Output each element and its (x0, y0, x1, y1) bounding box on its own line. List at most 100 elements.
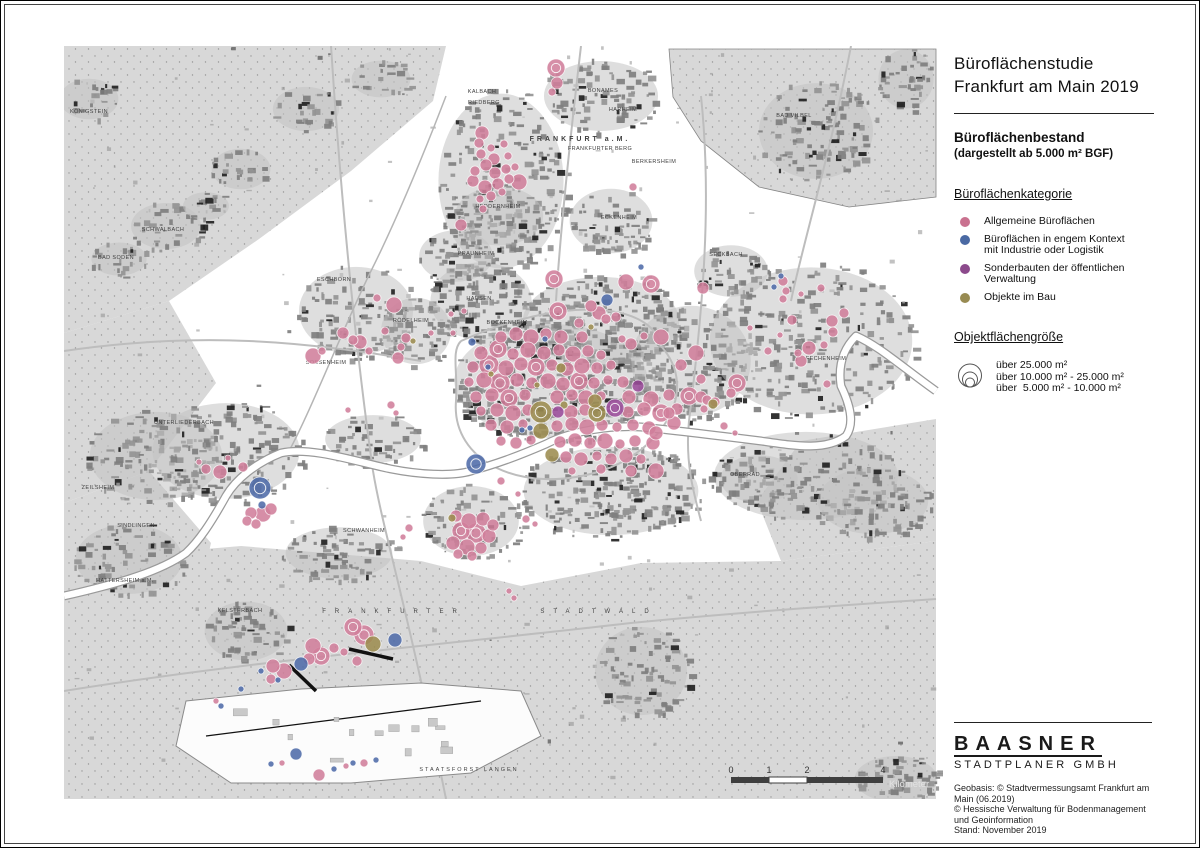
office-bubble-p (452, 548, 464, 560)
office-bubble-p (822, 379, 832, 389)
office-bubble-p (519, 341, 537, 359)
title-line1: Büroflächenstudie (954, 54, 1094, 73)
map-credits: Geobasis: © Stadtvermessungsamt Frankfur… (954, 783, 1159, 836)
office-bubble-p (565, 388, 579, 402)
office-bubble-o (587, 323, 595, 331)
office-bubble-p (499, 419, 515, 435)
office-bubble-p (473, 345, 489, 361)
map-place-label: HEDDERNHEIM (475, 204, 520, 210)
office-bubble-b (467, 337, 477, 347)
map-place-label: BONAMES (588, 88, 618, 94)
office-bubble-p (525, 434, 537, 446)
map-place-label: BAD VILBEL (776, 113, 812, 119)
office-bubble-p (573, 357, 591, 375)
office-bubble-p (386, 400, 396, 410)
office-bubble-b (518, 426, 526, 434)
map-place-label: SECKBACH (709, 252, 742, 258)
office-bubble-p (617, 334, 627, 344)
office-bubble-p (486, 143, 496, 153)
office-bubble-p (447, 310, 455, 318)
office-bubble-p (553, 329, 569, 345)
bestand-subtitle: (dargestellt ab 5.000 m² BGF) (954, 148, 1114, 160)
legend-panel: Büroflächenstudie Frankfurt am Main 2019… (954, 46, 1166, 835)
office-bubble-p (604, 452, 618, 466)
office-bubble-p (478, 204, 488, 214)
office-bubble-o (544, 447, 560, 463)
office-bubble-p (583, 436, 597, 450)
map-place-label: UNTERLIEDERBACH (154, 420, 214, 426)
office-bubble-p (497, 187, 507, 197)
office-bubble-b (770, 283, 778, 291)
office-bubble-p (503, 173, 515, 185)
map-svg: KÖNIGSTEIN SCHWALBACH BAD SODEN ESCHBORN KAL… (64, 46, 943, 799)
office-bubble-p (539, 372, 557, 390)
office-bubble-p (200, 463, 212, 475)
office-bubble-p (567, 466, 577, 476)
office-bubble-p (595, 349, 607, 361)
office-bubble-p (510, 594, 518, 602)
office-bubble-p (514, 490, 522, 498)
office-bubble-p (628, 434, 642, 448)
size-class-label: über 25.000 m² (996, 359, 1068, 371)
office-bubble-p (475, 148, 487, 160)
map-place-label: KELSTERBACH (218, 608, 263, 614)
map-place-label: STAATSFORST LANGEN (419, 767, 518, 773)
office-bubble-p (587, 376, 601, 390)
divider-top (954, 113, 1154, 114)
office-bubble-o (529, 400, 553, 424)
office-bubble-p (614, 438, 626, 450)
office-bubble-b (330, 765, 338, 773)
office-bubble-p (469, 165, 481, 177)
office-bubble-p (628, 182, 638, 192)
office-bubble-p (475, 194, 485, 204)
map-place-label: KALBACH (468, 89, 496, 95)
office-bubble-p (488, 339, 508, 359)
office-bubble-p (621, 389, 637, 405)
office-bubble-p (486, 518, 500, 532)
office-bubble-p (473, 137, 485, 149)
office-bubble-p (466, 174, 480, 188)
office-bubble-p (496, 476, 506, 486)
office-bubble-p (484, 387, 500, 403)
office-bubble-p (485, 190, 497, 202)
category-legend: Allgemeine Büroflächen Büroflächen in eng… (954, 216, 1166, 303)
office-bubble-p (475, 371, 493, 389)
company-logo-sub: STADTPLANER GMBH (954, 759, 1119, 771)
office-bubble-p (495, 435, 507, 447)
map-place-label: SINDLINGEN (117, 523, 155, 529)
office-bubble-p (312, 768, 326, 782)
office-bubble-b (484, 363, 492, 371)
office-bubble-p (552, 343, 566, 357)
category-label: Büroflächen in engem Kontext mit Industr… (984, 233, 1125, 256)
office-bubble-p (344, 406, 352, 414)
map-place-label: SCHWALBACH (142, 227, 185, 233)
office-bubble-p (674, 358, 688, 372)
office-bubble-p (474, 541, 488, 555)
office-bubble-p (584, 299, 598, 313)
office-bubble-p (343, 617, 363, 637)
office-bubble-p (195, 458, 203, 466)
scale-tick-label: 4 (880, 765, 885, 775)
office-bubble-p (475, 405, 487, 417)
scale-tick-label: 0 (728, 765, 733, 775)
office-bubble-p (445, 535, 461, 551)
category-label: Sonderbauten der öffentlichen Verwaltung (984, 262, 1125, 285)
office-bubble-p (575, 330, 589, 344)
office-bubble-p (617, 273, 635, 291)
office-bubble-p (463, 376, 475, 388)
office-bubble-o (555, 362, 567, 374)
bestand-heading: Büroflächenbestand (954, 130, 1085, 145)
office-bubble-p (564, 416, 580, 432)
office-bubble-p (500, 163, 512, 175)
office-bubble-p (611, 421, 623, 433)
title-line2: Frankfurt am Main 2019 (954, 77, 1139, 96)
office-bubble-p (509, 372, 525, 388)
office-bubble-p (392, 409, 400, 417)
map-place-label: HARHEIM (609, 107, 637, 113)
office-bubble-p (237, 461, 249, 473)
office-bubble-p (801, 340, 817, 356)
office-bubble-p (548, 301, 568, 321)
office-bubble-p (506, 347, 520, 361)
office-bubble-p (555, 376, 571, 392)
office-bubble-p (250, 518, 262, 530)
